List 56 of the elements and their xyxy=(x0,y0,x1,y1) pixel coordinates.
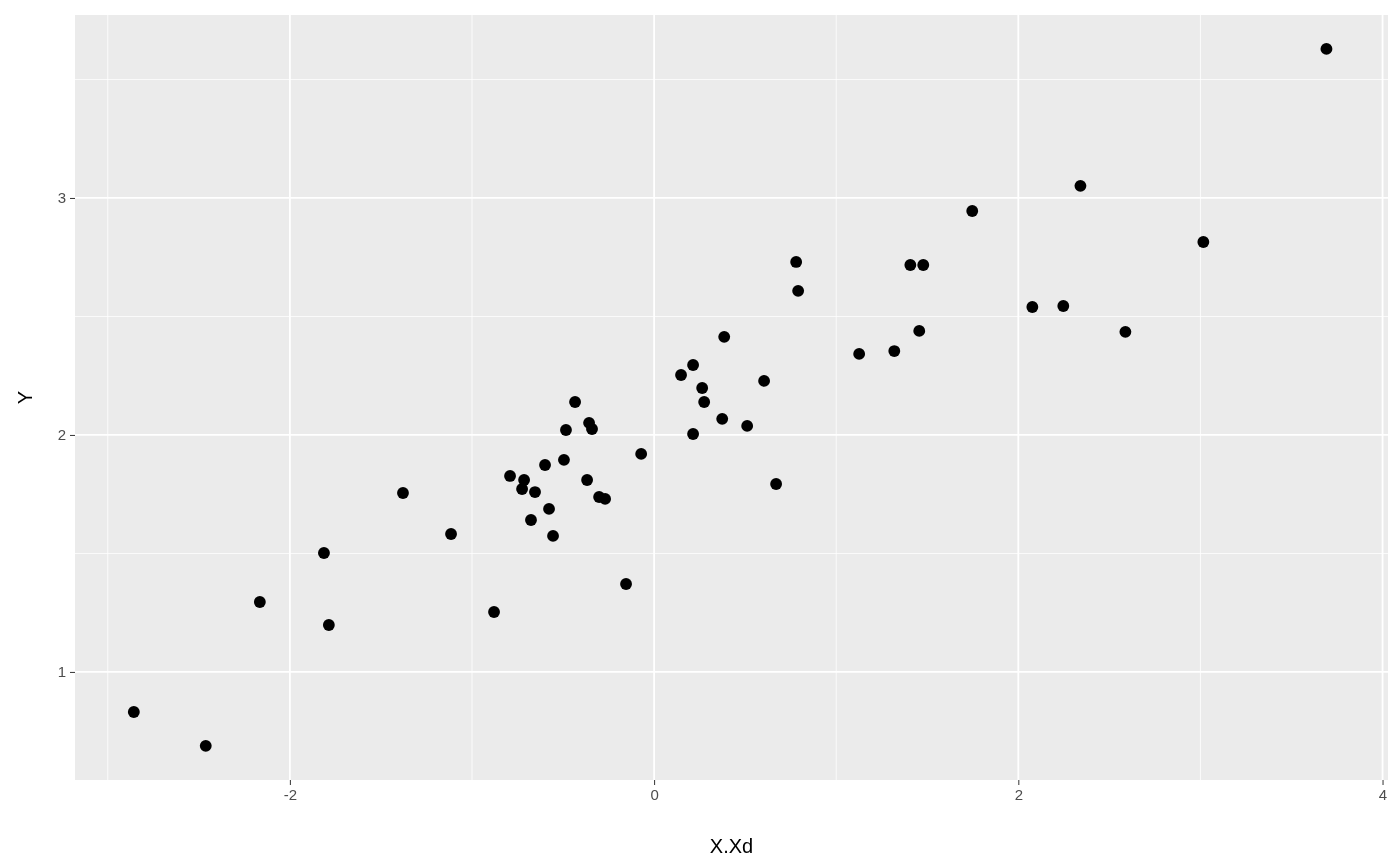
point xyxy=(1197,236,1210,248)
point xyxy=(741,420,754,432)
point xyxy=(620,578,632,590)
point xyxy=(1320,42,1333,55)
y-tick-label: 1 xyxy=(57,663,66,681)
x-tick-label: 4 xyxy=(1378,785,1388,803)
x-axis-title: X.Xd xyxy=(709,835,754,857)
y-tick-label: 3 xyxy=(57,189,66,207)
y-axis-title: Y xyxy=(14,390,36,405)
point xyxy=(758,375,771,387)
point xyxy=(770,478,783,490)
point xyxy=(1026,301,1039,313)
point xyxy=(127,706,140,718)
point xyxy=(696,382,709,394)
point xyxy=(558,453,570,466)
point xyxy=(966,205,979,217)
point xyxy=(518,474,530,486)
point xyxy=(560,424,572,436)
point xyxy=(635,448,648,460)
point xyxy=(718,330,731,343)
point xyxy=(445,528,457,540)
point xyxy=(322,619,335,631)
point xyxy=(543,502,555,515)
point xyxy=(397,487,409,499)
point xyxy=(792,284,805,297)
x-tick-label: -2 xyxy=(283,785,298,803)
point xyxy=(199,739,212,752)
point xyxy=(675,369,687,381)
point xyxy=(581,474,594,486)
point xyxy=(687,428,699,440)
point xyxy=(888,345,901,357)
point xyxy=(525,514,537,526)
point xyxy=(488,606,500,618)
point xyxy=(913,325,926,337)
point xyxy=(853,347,866,360)
x-tick-label: 2 xyxy=(1014,785,1023,803)
point xyxy=(790,256,803,268)
point xyxy=(253,596,266,608)
point xyxy=(1057,300,1070,312)
point xyxy=(586,423,598,435)
point xyxy=(698,396,711,408)
point xyxy=(687,359,699,371)
point xyxy=(599,493,612,505)
y-tick-label: 2 xyxy=(57,426,66,444)
point xyxy=(318,547,330,559)
point xyxy=(529,486,541,498)
point xyxy=(569,396,581,408)
x-tick-label: 0 xyxy=(650,785,659,803)
point xyxy=(904,259,917,271)
point xyxy=(716,412,729,425)
point xyxy=(547,530,559,542)
point xyxy=(1074,179,1087,192)
point xyxy=(1119,325,1132,338)
point xyxy=(539,459,551,471)
point xyxy=(917,259,930,271)
point xyxy=(504,470,516,482)
